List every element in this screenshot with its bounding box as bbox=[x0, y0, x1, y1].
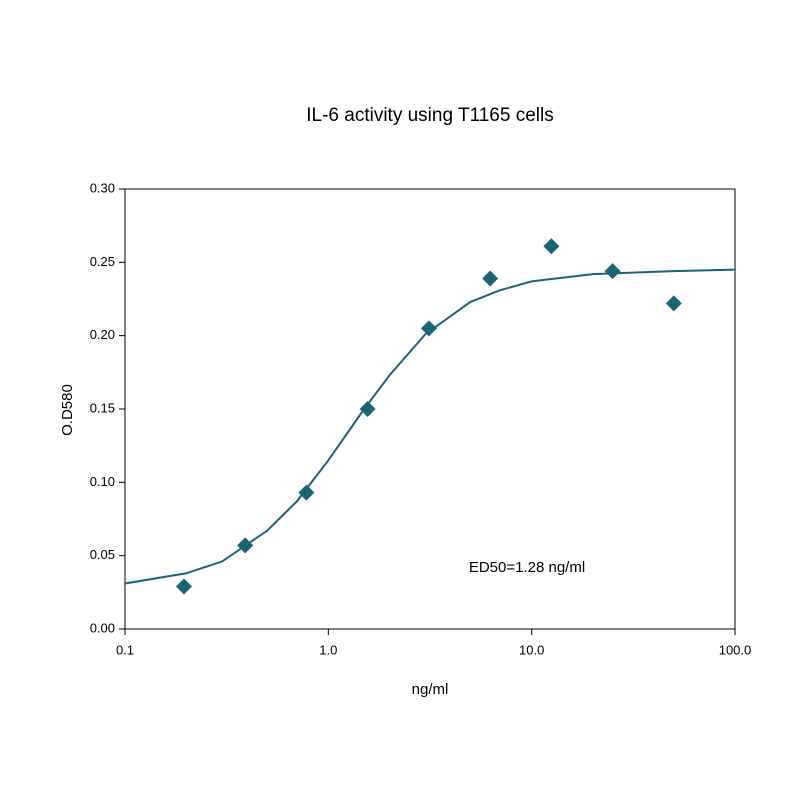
data-point bbox=[543, 238, 560, 255]
x-tick-label: 1.0 bbox=[319, 642, 337, 657]
y-tick-label: 0.30 bbox=[90, 180, 115, 195]
data-point bbox=[665, 295, 682, 312]
data-point bbox=[359, 401, 376, 417]
x-tick-label: 100.0 bbox=[719, 642, 752, 657]
data-point bbox=[175, 578, 192, 595]
data-point bbox=[298, 484, 315, 501]
data-point bbox=[604, 263, 621, 280]
y-tick-label: 0.15 bbox=[90, 400, 115, 415]
data-point bbox=[420, 320, 437, 337]
y-tick-label: 0.20 bbox=[90, 327, 115, 342]
x-axis-label: ng/ml bbox=[412, 681, 449, 698]
fit-curve bbox=[124, 268, 736, 585]
data-point bbox=[482, 270, 499, 287]
chart-title: IL-6 activity using T1165 cells bbox=[306, 105, 553, 126]
annotation: ED50=1.28 ng/ml bbox=[469, 559, 585, 576]
y-tick-label: 0.05 bbox=[90, 547, 115, 562]
data-point bbox=[237, 537, 254, 554]
y-tick-label: 0.10 bbox=[90, 474, 115, 489]
y-tick-label: 0.25 bbox=[90, 254, 115, 269]
x-tick-label: 0.1 bbox=[116, 642, 134, 657]
y-tick-label: 0.00 bbox=[90, 620, 115, 635]
y-axis-label: O.D580 bbox=[59, 384, 76, 436]
x-tick-label: 10.0 bbox=[519, 642, 544, 657]
